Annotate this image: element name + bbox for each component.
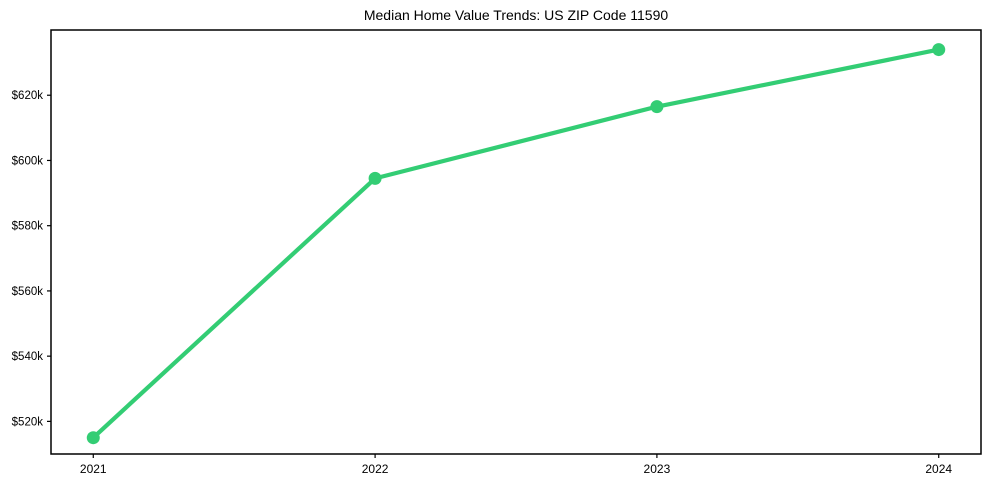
- data-point-2023: [650, 100, 664, 114]
- y-tick-label: $620k: [12, 90, 44, 102]
- data-point-2021: [86, 431, 100, 445]
- x-tick-label: 2022: [362, 462, 389, 476]
- y-tick-label: $540k: [12, 351, 44, 363]
- x-tick-label: 2024: [925, 462, 952, 476]
- plot-frame: [50, 29, 982, 455]
- x-tick-label: 2021: [80, 462, 107, 476]
- y-tick-label: $560k: [12, 286, 44, 298]
- y-tick-label: $520k: [12, 416, 44, 428]
- trend-line: [91, 47, 941, 440]
- y-tick-label: $600k: [12, 155, 44, 167]
- x-tick-label: 2023: [644, 462, 671, 476]
- data-point-2022: [368, 171, 382, 185]
- data-point-2024: [932, 43, 946, 57]
- chart-title: Median Home Value Trends: US ZIP Code 11…: [363, 7, 669, 23]
- y-tick-label: $580k: [12, 221, 44, 233]
